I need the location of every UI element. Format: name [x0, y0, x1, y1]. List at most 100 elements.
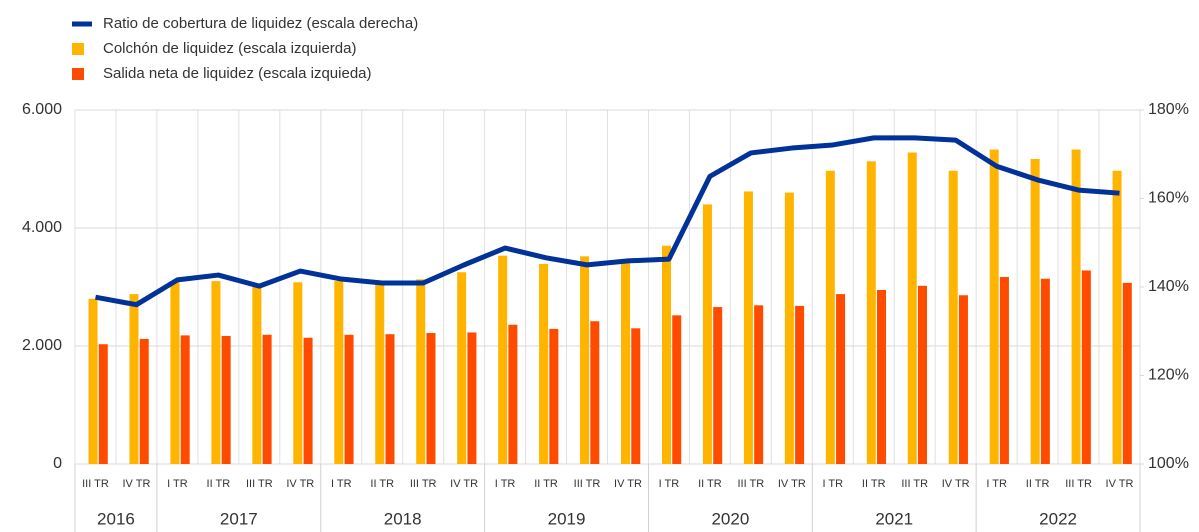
y2-tick-label: 160% [1148, 190, 1189, 207]
line [95, 135, 1120, 308]
x-tick-label: IV TR [778, 478, 806, 490]
x-tick-label: IV TR [942, 478, 970, 490]
bar [467, 332, 477, 464]
x-tick-label: II TR [862, 478, 886, 490]
x-tick-label: III TR [574, 478, 601, 490]
x-group-label: 2017 [220, 509, 258, 528]
y-tick-label: 4.000 [22, 219, 62, 236]
bar [262, 334, 272, 464]
bar [948, 170, 958, 464]
bar [1112, 170, 1122, 464]
x-group-label: 2016 [97, 509, 135, 528]
bar [211, 281, 221, 464]
bar [661, 245, 671, 464]
y-tick-label: 2.000 [22, 337, 62, 354]
bar [999, 276, 1009, 464]
bar [170, 281, 180, 464]
x-group-label: 2019 [548, 509, 586, 528]
y2-tick-label: 140% [1148, 278, 1189, 295]
legend-label: Salida neta de liquidez (escala izquieda… [103, 65, 372, 82]
bar [375, 284, 385, 464]
bar [416, 279, 426, 464]
bar [221, 335, 231, 464]
bar [385, 334, 395, 464]
x-tick-label: III TR [1065, 478, 1092, 490]
y-tick-label: 6.000 [22, 101, 62, 118]
x-group-label: 2020 [711, 509, 749, 528]
bar [129, 294, 139, 464]
bar [907, 152, 917, 465]
legend-swatch [72, 68, 84, 80]
x-group-label: 2018 [384, 509, 422, 528]
bar [457, 272, 467, 464]
x-tick-label: IV TR [450, 478, 478, 490]
x-tick-label: IV TR [614, 478, 642, 490]
x-group-label: 2022 [1039, 509, 1077, 528]
bar [1122, 282, 1132, 464]
x-tick-label: I TR [167, 478, 188, 490]
x-tick-label: II TR [1026, 478, 1050, 490]
bar [293, 282, 303, 464]
bar [498, 255, 508, 464]
x-tick-label: II TR [207, 478, 231, 490]
bar [621, 261, 631, 464]
y2-tick-label: 120% [1148, 367, 1189, 384]
bar [98, 344, 108, 464]
bar [743, 191, 753, 465]
legend-label: Colchón de liquidez (escala izquierda) [103, 40, 356, 57]
bar [1030, 158, 1040, 464]
bar [303, 337, 313, 464]
bar [252, 287, 262, 464]
y-tick-label: 0 [53, 455, 62, 472]
bar [702, 204, 712, 464]
x-tick-label: IV TR [286, 478, 314, 490]
bar [1071, 149, 1081, 464]
x-tick-label: I TR [495, 478, 516, 490]
bar [1081, 270, 1091, 464]
legend-label: Ratio de cobertura de liquidez (escala d… [103, 15, 418, 32]
x-tick-label: I TR [659, 478, 680, 490]
x-tick-label: II TR [698, 478, 722, 490]
bar [88, 298, 98, 464]
x-tick-label: III TR [82, 478, 109, 490]
bar [866, 161, 876, 464]
bar [539, 263, 549, 464]
x-group-label: 2021 [875, 509, 913, 528]
x-tick-label: III TR [410, 478, 437, 490]
bar [1040, 278, 1050, 464]
x-tick-label: II TR [534, 478, 558, 490]
legend-swatch [72, 43, 84, 55]
y2-tick-label: 180% [1148, 101, 1189, 118]
bar [334, 281, 344, 464]
y2-tick-label: 100% [1148, 455, 1189, 472]
bar [590, 321, 600, 464]
bar [508, 324, 518, 464]
bar [713, 307, 723, 464]
bar [754, 305, 764, 464]
bar [989, 149, 999, 464]
bar [426, 333, 436, 464]
bar [917, 285, 927, 464]
x-tick-label: I TR [822, 478, 843, 490]
x-tick-label: IV TR [122, 478, 150, 490]
x-tick-label: IV TR [1106, 478, 1134, 490]
bar [580, 256, 590, 464]
bar [877, 289, 887, 464]
x-tick-label: III TR [738, 478, 765, 490]
bar [139, 338, 149, 464]
x-tick-label: II TR [370, 478, 394, 490]
bar [825, 170, 835, 464]
bar [672, 315, 682, 464]
bar [344, 334, 354, 464]
x-tick-label: I TR [986, 478, 1007, 490]
bar [631, 328, 641, 464]
bar [958, 295, 968, 464]
bar [795, 305, 805, 464]
bar [784, 192, 794, 464]
x-tick-label: I TR [331, 478, 352, 490]
bar [836, 294, 846, 464]
bar [180, 335, 190, 464]
bar [549, 328, 559, 464]
x-tick-label: III TR [246, 478, 273, 490]
